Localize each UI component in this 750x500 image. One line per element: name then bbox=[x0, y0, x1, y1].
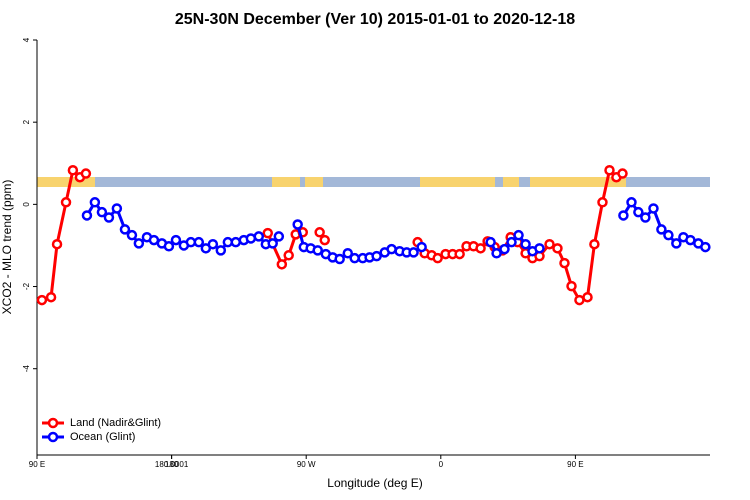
point bbox=[640, 212, 651, 223]
y-axis-label: XCO2 - MLO trend (ppm) bbox=[0, 180, 14, 315]
y-tick-label: -2 bbox=[22, 282, 31, 290]
point bbox=[273, 231, 285, 242]
point bbox=[36, 294, 48, 306]
point bbox=[520, 238, 531, 250]
point bbox=[119, 224, 131, 235]
point bbox=[475, 243, 486, 254]
y-tick-label: 0 bbox=[22, 202, 31, 207]
point bbox=[342, 248, 354, 259]
point bbox=[314, 227, 325, 238]
point bbox=[499, 243, 510, 255]
point bbox=[618, 210, 629, 221]
point bbox=[663, 229, 674, 241]
point bbox=[334, 253, 345, 265]
point bbox=[60, 197, 72, 208]
legend-label: Ocean (Glint) bbox=[70, 431, 135, 443]
point bbox=[386, 243, 397, 255]
point bbox=[544, 238, 555, 250]
point bbox=[485, 236, 496, 248]
point bbox=[96, 206, 108, 218]
x-tick-label: 90 E bbox=[567, 460, 583, 469]
point bbox=[491, 248, 502, 259]
point bbox=[283, 250, 294, 261]
point bbox=[349, 252, 360, 264]
point bbox=[432, 252, 443, 264]
point bbox=[51, 238, 63, 250]
point bbox=[371, 250, 382, 262]
point bbox=[319, 234, 330, 246]
point bbox=[126, 229, 138, 241]
y-tick-label: -4 bbox=[22, 365, 31, 373]
point bbox=[597, 197, 608, 208]
point bbox=[617, 168, 628, 179]
y-tick-label: 4 bbox=[22, 37, 31, 42]
point bbox=[215, 245, 227, 256]
point bbox=[656, 224, 667, 235]
point bbox=[626, 197, 637, 208]
point bbox=[648, 203, 659, 214]
point bbox=[207, 238, 219, 250]
map-strip bbox=[37, 177, 710, 187]
x-tick-label: 0 bbox=[439, 460, 444, 469]
y-tick-label: 2 bbox=[22, 119, 31, 124]
point bbox=[267, 238, 278, 249]
chart-title: 25N-30N December (Ver 10) 2015-01-01 to … bbox=[175, 11, 575, 28]
point bbox=[67, 165, 79, 176]
point bbox=[89, 197, 101, 208]
point bbox=[45, 291, 57, 303]
point bbox=[633, 206, 644, 218]
point bbox=[589, 238, 600, 250]
point bbox=[454, 248, 465, 260]
point bbox=[700, 241, 711, 253]
x-tick-label: 180 bbox=[165, 460, 179, 469]
point bbox=[513, 229, 524, 241]
point bbox=[574, 294, 585, 306]
point bbox=[276, 259, 288, 270]
point bbox=[111, 203, 123, 214]
point bbox=[559, 257, 570, 269]
point bbox=[582, 291, 593, 303]
legend-marker bbox=[47, 417, 59, 429]
point bbox=[671, 238, 682, 249]
point bbox=[604, 165, 615, 176]
legend-marker bbox=[47, 431, 59, 443]
point bbox=[292, 219, 303, 230]
point bbox=[80, 168, 92, 179]
point bbox=[170, 234, 182, 246]
point bbox=[253, 231, 265, 242]
point bbox=[163, 241, 175, 252]
point bbox=[416, 241, 427, 253]
point bbox=[506, 236, 517, 248]
point bbox=[133, 238, 145, 249]
x-tick-label: 90 E bbox=[29, 460, 45, 469]
legend-label: Land (Nadir&Glint) bbox=[70, 417, 161, 429]
x-tick-label: 90 W bbox=[297, 460, 316, 469]
point bbox=[566, 280, 577, 292]
point bbox=[193, 236, 205, 248]
x-axis-label: Longitude (deg E) bbox=[327, 476, 422, 490]
point bbox=[230, 236, 242, 248]
point bbox=[552, 243, 563, 254]
x-tick-label: 180.0001 bbox=[155, 460, 189, 469]
point bbox=[262, 227, 274, 239]
point bbox=[103, 212, 115, 223]
point bbox=[312, 245, 323, 256]
point bbox=[81, 210, 93, 221]
point bbox=[534, 243, 545, 254]
point bbox=[408, 247, 419, 258]
